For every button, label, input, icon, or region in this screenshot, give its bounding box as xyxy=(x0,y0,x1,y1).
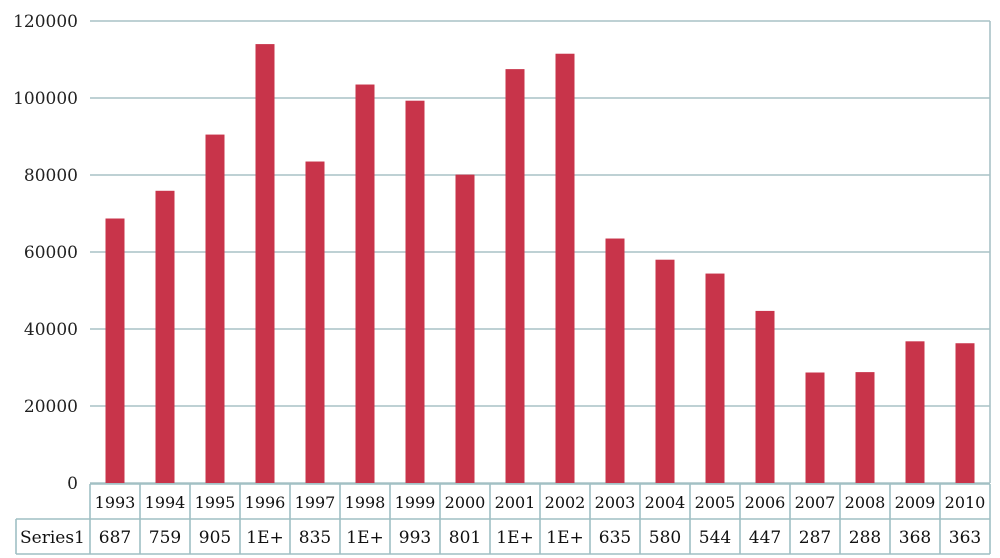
x-category-label: 1997 xyxy=(295,493,336,512)
x-category-label: 1996 xyxy=(245,493,286,512)
y-tick-label: 80000 xyxy=(24,166,78,186)
data-table-value: 447 xyxy=(749,528,781,548)
bar xyxy=(555,53,575,483)
x-category-label: 1998 xyxy=(345,493,386,512)
series-name-label: Series1 xyxy=(20,528,85,548)
bar xyxy=(305,161,325,483)
x-category-label: 1993 xyxy=(95,493,136,512)
y-tick-label: 0 xyxy=(67,474,78,494)
bar xyxy=(705,273,725,483)
data-table-value: 1E+ xyxy=(496,528,533,548)
data-table-value: 1E+ xyxy=(346,528,383,548)
bar xyxy=(455,174,475,484)
x-category-label: 2010 xyxy=(945,493,986,512)
x-category-label: 2006 xyxy=(745,493,786,512)
data-table-value: 687 xyxy=(99,528,131,548)
y-tick-label: 60000 xyxy=(24,243,78,263)
bar xyxy=(155,190,175,483)
bar xyxy=(605,238,625,483)
data-table-value: 580 xyxy=(649,528,681,548)
data-table-value: 635 xyxy=(599,528,631,548)
x-category-label: 2002 xyxy=(545,493,586,512)
x-category-label: 2009 xyxy=(895,493,936,512)
bar xyxy=(355,84,375,484)
data-table-value: 288 xyxy=(849,528,881,548)
bar xyxy=(105,218,125,483)
bar xyxy=(405,100,425,483)
bar xyxy=(905,341,925,483)
bar xyxy=(505,69,525,483)
bar xyxy=(955,343,975,483)
x-category-label: 1994 xyxy=(145,493,186,512)
bar xyxy=(755,310,775,483)
data-table-value: 905 xyxy=(199,528,231,548)
bar xyxy=(855,372,875,483)
x-category-label: 2008 xyxy=(845,493,886,512)
x-category-label: 2000 xyxy=(445,493,486,512)
data-table-value: 759 xyxy=(149,528,181,548)
x-category-label: 2005 xyxy=(695,493,736,512)
bars xyxy=(105,44,975,484)
x-category-label: 2001 xyxy=(495,493,536,512)
x-category-label: 1995 xyxy=(195,493,236,512)
x-category-label: 1999 xyxy=(395,493,436,512)
y-tick-label: 100000 xyxy=(13,89,78,109)
y-tick-label: 40000 xyxy=(24,320,78,340)
gridlines xyxy=(90,20,991,484)
y-tick-label: 120000 xyxy=(13,12,78,32)
bar xyxy=(655,259,675,483)
x-category-label: 2007 xyxy=(795,493,836,512)
y-tick-label: 20000 xyxy=(24,397,78,417)
data-table: 1993 1994 1995 1996 1997 1998 1999 2000 2001 2002… xyxy=(15,483,991,555)
data-table-value: 993 xyxy=(399,528,431,548)
data-table-value: 368 xyxy=(899,528,931,548)
data-table-value: 1E+ xyxy=(246,528,283,548)
data-table-value: 835 xyxy=(299,528,331,548)
bar xyxy=(805,372,825,483)
data-table-value: 1E+ xyxy=(546,528,583,548)
bar xyxy=(255,44,275,483)
data-table-value: 287 xyxy=(799,528,831,548)
bar xyxy=(205,134,225,483)
x-category-label: 2003 xyxy=(595,493,636,512)
data-table-value: 801 xyxy=(449,528,481,548)
data-table-value: 544 xyxy=(699,528,731,548)
x-category-label: 2004 xyxy=(645,493,686,512)
data-table-value: 363 xyxy=(949,528,981,548)
y-axis: 0 20000 40000 60000 80000 100000 120000 xyxy=(13,12,78,494)
